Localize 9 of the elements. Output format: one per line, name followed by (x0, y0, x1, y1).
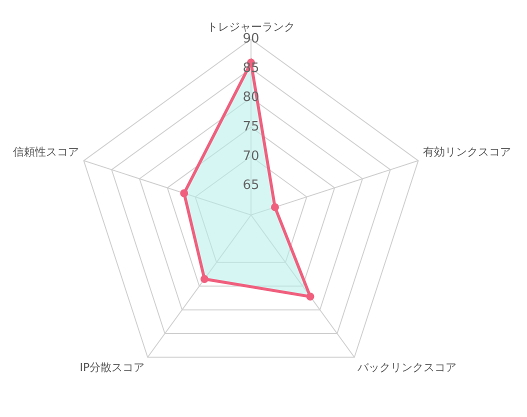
spoke-label: IP分散スコア (80, 360, 145, 374)
spoke-label: トレジャーランク (207, 20, 295, 34)
spoke-label: バックリンクスコア (356, 360, 456, 374)
spoke-label: 有効リンクスコア (423, 145, 511, 158)
y-tick-label: 90 (242, 32, 260, 47)
y-tick-label: 70 (242, 148, 260, 164)
spoke-label: 信頼性スコア (13, 145, 79, 158)
y-tick-label: 75 (242, 119, 260, 134)
y-tick-label: 65 (242, 178, 260, 194)
